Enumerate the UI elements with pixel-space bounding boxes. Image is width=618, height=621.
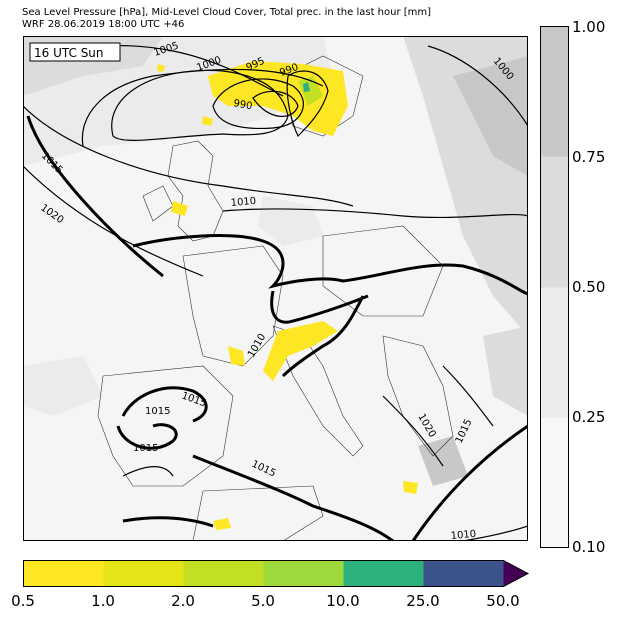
cloud-cover-band <box>540 287 569 418</box>
isobar-layer <box>23 44 528 541</box>
cloud-cover-colorbar <box>540 26 569 548</box>
cloud-cover-tick: 0.50 <box>572 278 606 296</box>
cloud-cover-tick: 1.00 <box>572 18 606 36</box>
isobar-label: 1015 <box>145 406 170 417</box>
chart-title-line2: WRF 28.06.2019 18:00 UTC +46 <box>22 19 185 30</box>
weather-map: 1005 1000 995 990 990 1000 1015 1020 101… <box>23 36 528 541</box>
chart-title-line1: Sea Level Pressure [hPa], Mid-Level Clou… <box>22 7 432 18</box>
precip-band <box>183 560 264 587</box>
cloud-cover-tick: 0.25 <box>572 408 606 426</box>
isobar-label: 1010 <box>450 529 476 541</box>
precip-band <box>343 560 424 587</box>
precip-band <box>423 560 504 587</box>
isobar-label: 1015 <box>133 443 158 454</box>
cloud-cover-band <box>540 156 569 288</box>
cloud-cover-band <box>540 26 569 157</box>
cloud-cover-layer <box>23 36 528 486</box>
precip-tick: 10.0 <box>326 592 360 610</box>
time-label: 16 UTC Sun <box>34 46 104 60</box>
isobar-label: 990 <box>232 98 253 112</box>
cloud-cover-tick: 0.75 <box>572 148 606 166</box>
precip-band <box>263 560 344 587</box>
precip-tick: 0.5 <box>11 592 35 610</box>
time-label-box: 16 UTC Sun <box>29 42 121 62</box>
precip-tick: 5.0 <box>251 592 275 610</box>
map-frame <box>23 36 528 541</box>
precip-extend-arrow <box>503 560 528 587</box>
isobar-label: 1010 <box>230 196 256 209</box>
cloud-cover-tick: 0.10 <box>572 538 606 556</box>
precipitation-colorbar <box>23 560 530 587</box>
cloud-cover-band <box>540 417 569 548</box>
precip-band <box>103 560 184 587</box>
precip-tick: 25.0 <box>406 592 440 610</box>
precip-band <box>23 560 104 587</box>
precip-tick: 2.0 <box>171 592 195 610</box>
precip-tick: 1.0 <box>91 592 115 610</box>
precip-tick: 50.0 <box>486 592 520 610</box>
